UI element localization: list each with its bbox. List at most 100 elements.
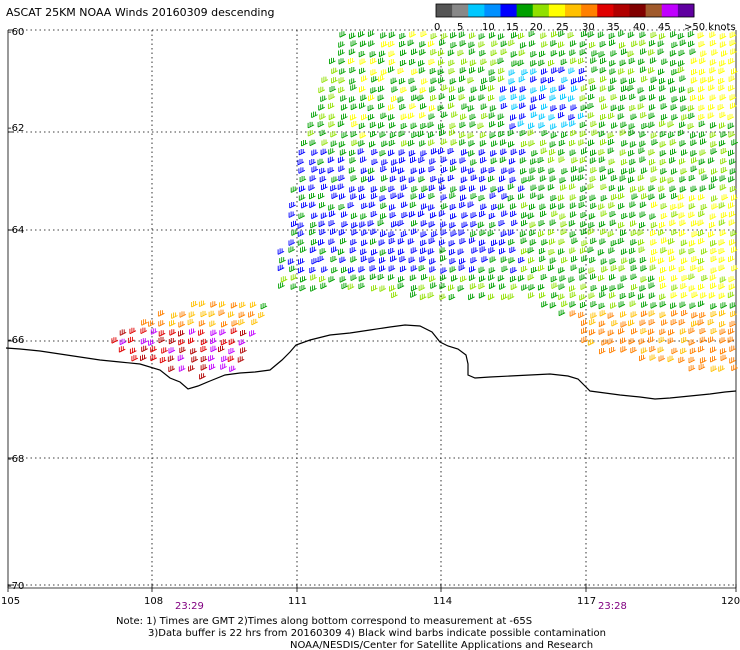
wind-barb	[637, 87, 645, 94]
wind-barb	[488, 95, 495, 102]
wind-barb	[401, 201, 408, 209]
wind-barb	[547, 77, 555, 84]
wind-barb	[580, 185, 588, 193]
wind-barb	[127, 336, 135, 344]
wind-barb	[317, 158, 325, 166]
wind-barb	[330, 140, 338, 148]
wind-barb	[179, 311, 187, 318]
wind-barb	[609, 219, 617, 227]
wind-barb	[697, 346, 705, 353]
wind-barb	[419, 167, 426, 175]
wind-barb	[489, 192, 497, 200]
wind-barb	[709, 213, 717, 220]
wind-barb	[569, 183, 576, 191]
wind-barb	[407, 39, 415, 47]
wind-barb	[527, 247, 535, 254]
wind-barb	[341, 221, 349, 228]
wind-barb	[568, 276, 576, 283]
wind-barb	[590, 57, 597, 64]
wind-barb	[651, 249, 658, 256]
wind-barb	[688, 248, 696, 255]
wind-barb	[408, 77, 416, 85]
wind-barb	[559, 275, 567, 282]
wind-barb	[601, 285, 608, 292]
wind-barb	[508, 141, 515, 148]
wind-barb	[521, 284, 528, 291]
wind-barb	[479, 246, 487, 253]
wind-barb	[320, 95, 327, 103]
wind-barb	[400, 184, 408, 191]
wind-barb	[671, 229, 678, 236]
wind-barb	[570, 104, 578, 111]
wind-barb	[701, 174, 709, 181]
wind-barb	[379, 131, 387, 138]
wind-barb	[450, 139, 458, 146]
wind-barb	[507, 293, 515, 300]
legend-label: 40	[633, 22, 646, 33]
wind-barb	[557, 112, 565, 119]
wind-barb	[550, 105, 558, 112]
wind-barb	[537, 193, 545, 201]
wind-barb	[570, 166, 578, 173]
wind-barb	[320, 148, 328, 156]
wind-barb	[700, 204, 708, 211]
wind-barb	[361, 229, 368, 237]
wind-barb	[688, 273, 696, 281]
wind-barb	[529, 239, 537, 246]
wind-barb	[718, 239, 726, 246]
wind-barb	[687, 123, 695, 130]
wind-barb	[311, 166, 319, 173]
wind-barb	[377, 75, 385, 82]
wind-barb	[687, 105, 695, 112]
wind-barb	[480, 58, 488, 66]
wind-barb	[579, 121, 587, 129]
wind-barb	[469, 59, 477, 67]
wind-barb	[321, 76, 329, 84]
wind-barb	[658, 229, 665, 236]
lon-label: 120	[721, 596, 740, 607]
wind-barb	[678, 212, 686, 219]
wind-barb	[198, 320, 206, 327]
wind-barb	[620, 311, 627, 318]
wind-barb	[309, 159, 317, 166]
wind-barb	[367, 220, 375, 227]
wind-barb	[558, 156, 566, 163]
wind-barb	[337, 248, 345, 256]
wind-barb	[497, 33, 505, 40]
wind-barb	[710, 248, 718, 255]
wind-barb	[488, 274, 495, 281]
wind-barb	[177, 354, 185, 362]
wind-barb	[208, 310, 216, 318]
wind-barb	[728, 58, 735, 65]
wind-barb	[370, 186, 378, 193]
wind-barb	[670, 148, 677, 156]
wind-barb	[480, 84, 487, 92]
wind-barb	[428, 193, 436, 200]
wind-barb	[231, 320, 239, 327]
wind-barb	[487, 230, 495, 237]
wind-barb	[718, 256, 726, 264]
wind-barb	[598, 130, 606, 138]
wind-barb	[558, 283, 566, 291]
wind-barb	[391, 166, 398, 174]
wind-barb	[657, 48, 665, 56]
wind-barb	[178, 330, 185, 337]
wind-barb	[650, 76, 658, 84]
wind-barb	[688, 195, 696, 202]
wind-barb	[711, 168, 718, 175]
wind-barb	[640, 167, 648, 175]
wind-barb	[420, 150, 428, 157]
wind-barb	[560, 93, 567, 101]
wind-barb	[459, 139, 466, 146]
wind-barb	[728, 131, 736, 138]
wind-barb	[381, 175, 388, 182]
wind-barb	[631, 40, 638, 48]
wind-barb	[260, 303, 268, 310]
wind-barb	[550, 195, 558, 202]
wind-barb	[639, 285, 647, 292]
wind-barb	[568, 220, 576, 227]
wind-barb	[328, 238, 336, 246]
wind-barb	[730, 48, 738, 55]
wind-barb	[678, 49, 686, 57]
